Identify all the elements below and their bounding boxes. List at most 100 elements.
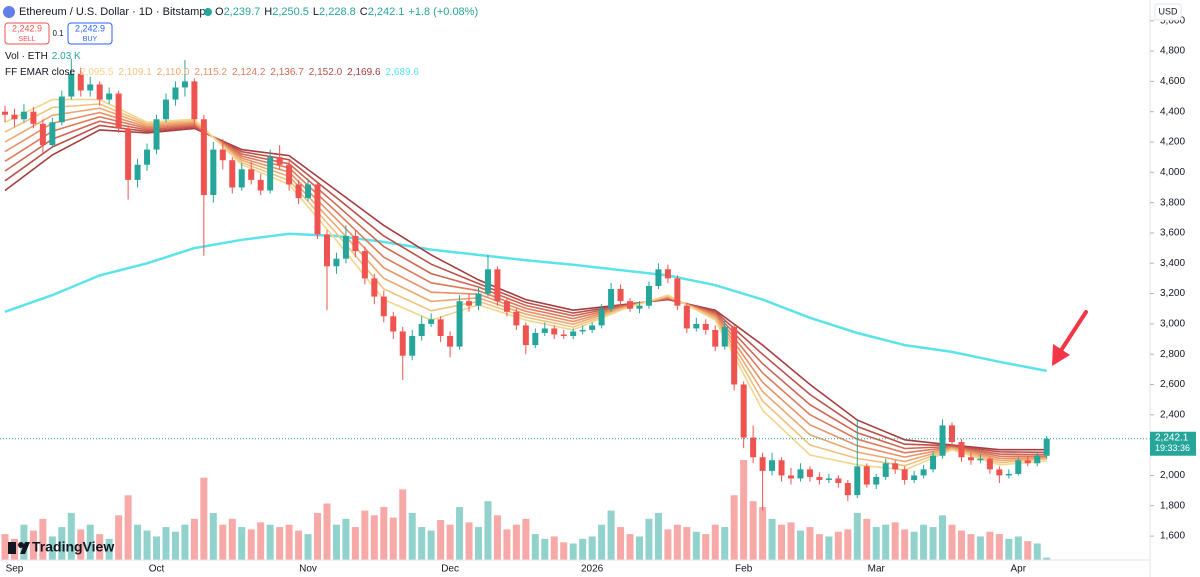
candle-body bbox=[645, 285, 652, 306]
volume-bar bbox=[948, 524, 956, 560]
volume-bar bbox=[115, 515, 123, 560]
candle-body bbox=[267, 157, 274, 191]
volume-bar bbox=[825, 536, 833, 560]
candle-body bbox=[788, 475, 795, 479]
volume-bar bbox=[683, 527, 691, 560]
volume-bar bbox=[920, 524, 928, 560]
volume-bar bbox=[380, 507, 388, 560]
candle-body bbox=[314, 184, 321, 235]
volume-bar bbox=[976, 536, 984, 560]
candle-body bbox=[484, 269, 491, 294]
volume-bar bbox=[872, 527, 880, 560]
candle-body bbox=[712, 329, 719, 347]
ema200-value: 2,689.6 bbox=[386, 67, 420, 78]
currency-box[interactable] bbox=[1154, 3, 1182, 21]
candle-body bbox=[20, 111, 27, 120]
candle-body bbox=[494, 269, 501, 302]
candle-body bbox=[210, 149, 217, 196]
ohlc-item: 2,242.1 bbox=[368, 6, 405, 18]
candle-body bbox=[911, 475, 918, 480]
ema-value: 2,124.2 bbox=[232, 67, 266, 78]
volume-bar bbox=[153, 536, 161, 560]
candle-body bbox=[939, 425, 946, 456]
volume-bar bbox=[702, 534, 710, 560]
volume-bar bbox=[124, 495, 132, 560]
candle-body bbox=[437, 319, 444, 336]
candle-body bbox=[835, 478, 842, 484]
volume-bar bbox=[484, 501, 492, 560]
volume-bar bbox=[475, 527, 482, 560]
candle-body bbox=[181, 81, 188, 88]
candle-body bbox=[844, 483, 851, 496]
candle-body bbox=[39, 123, 46, 146]
ohlc-item: 2,228.8 bbox=[319, 6, 356, 18]
volume-bar bbox=[939, 515, 947, 560]
last-price-tag bbox=[1150, 431, 1196, 456]
volume-bar bbox=[787, 522, 795, 560]
volume-bar bbox=[171, 531, 179, 560]
volume-name: Vol · ETH bbox=[5, 51, 48, 62]
candle-body bbox=[1043, 438, 1050, 456]
candle-body bbox=[541, 328, 548, 333]
volume-bar bbox=[645, 518, 653, 560]
ohlc-header: O2,239.7 H2,250.5 L2,228.8 C2,242.1 +1.8 (+0… bbox=[215, 6, 478, 18]
volume-bar bbox=[143, 530, 151, 560]
volume-bar bbox=[1043, 557, 1051, 560]
candle-body bbox=[1024, 460, 1031, 464]
volume-bar bbox=[58, 527, 66, 560]
volume-bar bbox=[711, 524, 719, 560]
y-tick-label: 2,800 bbox=[1160, 349, 1185, 360]
sell-button[interactable] bbox=[4, 22, 50, 45]
candle-body bbox=[920, 469, 927, 476]
candle-body bbox=[702, 323, 709, 330]
volume-bar bbox=[626, 534, 634, 560]
volume-bar bbox=[882, 524, 890, 560]
x-tick-label: Mar bbox=[868, 564, 886, 575]
candle-body bbox=[342, 235, 349, 259]
buy-label: BUY bbox=[83, 36, 98, 43]
buy-button[interactable] bbox=[67, 22, 113, 45]
volume-bar bbox=[465, 522, 473, 560]
volume-bar bbox=[493, 515, 501, 560]
candle-body bbox=[930, 455, 937, 470]
volume-bar bbox=[721, 527, 729, 560]
candle-body bbox=[873, 476, 880, 485]
candle-body bbox=[986, 458, 993, 470]
candle-body bbox=[49, 122, 56, 146]
volume-bar bbox=[569, 543, 577, 560]
candle-body bbox=[153, 119, 160, 150]
volume-bar bbox=[314, 512, 322, 560]
candle-body bbox=[30, 111, 37, 124]
candle-body bbox=[664, 269, 671, 279]
candle-body bbox=[2, 111, 8, 115]
volume-bar bbox=[228, 518, 236, 560]
volume-bar bbox=[664, 529, 672, 560]
candle-body bbox=[466, 301, 473, 306]
volume-bar bbox=[768, 518, 776, 560]
volume-bar bbox=[531, 534, 539, 560]
candle-body bbox=[882, 463, 889, 477]
volume-bar bbox=[796, 530, 804, 560]
candle-body bbox=[636, 305, 643, 309]
volume-bar bbox=[48, 536, 56, 560]
sell-label: SELL bbox=[18, 36, 35, 43]
volume-bar bbox=[863, 518, 871, 560]
y-tick-label: 2,600 bbox=[1160, 379, 1185, 390]
y-tick-label: 1,800 bbox=[1160, 500, 1185, 511]
candle-body bbox=[87, 84, 94, 91]
volume-bar bbox=[853, 512, 861, 560]
ema-line bbox=[4, 124, 1047, 454]
candle-body bbox=[1034, 455, 1041, 464]
volume-bar bbox=[910, 531, 918, 560]
ema-line bbox=[4, 98, 1047, 471]
y-tick-label: 2,000 bbox=[1160, 470, 1185, 481]
volume-bar bbox=[29, 530, 37, 560]
candle-body bbox=[589, 325, 596, 330]
ema200-line bbox=[4, 232, 1047, 373]
candle-body bbox=[1015, 460, 1022, 474]
volume-bar bbox=[446, 524, 454, 560]
ema-value: 2,152.0 bbox=[309, 67, 343, 78]
candle-body bbox=[286, 164, 293, 185]
